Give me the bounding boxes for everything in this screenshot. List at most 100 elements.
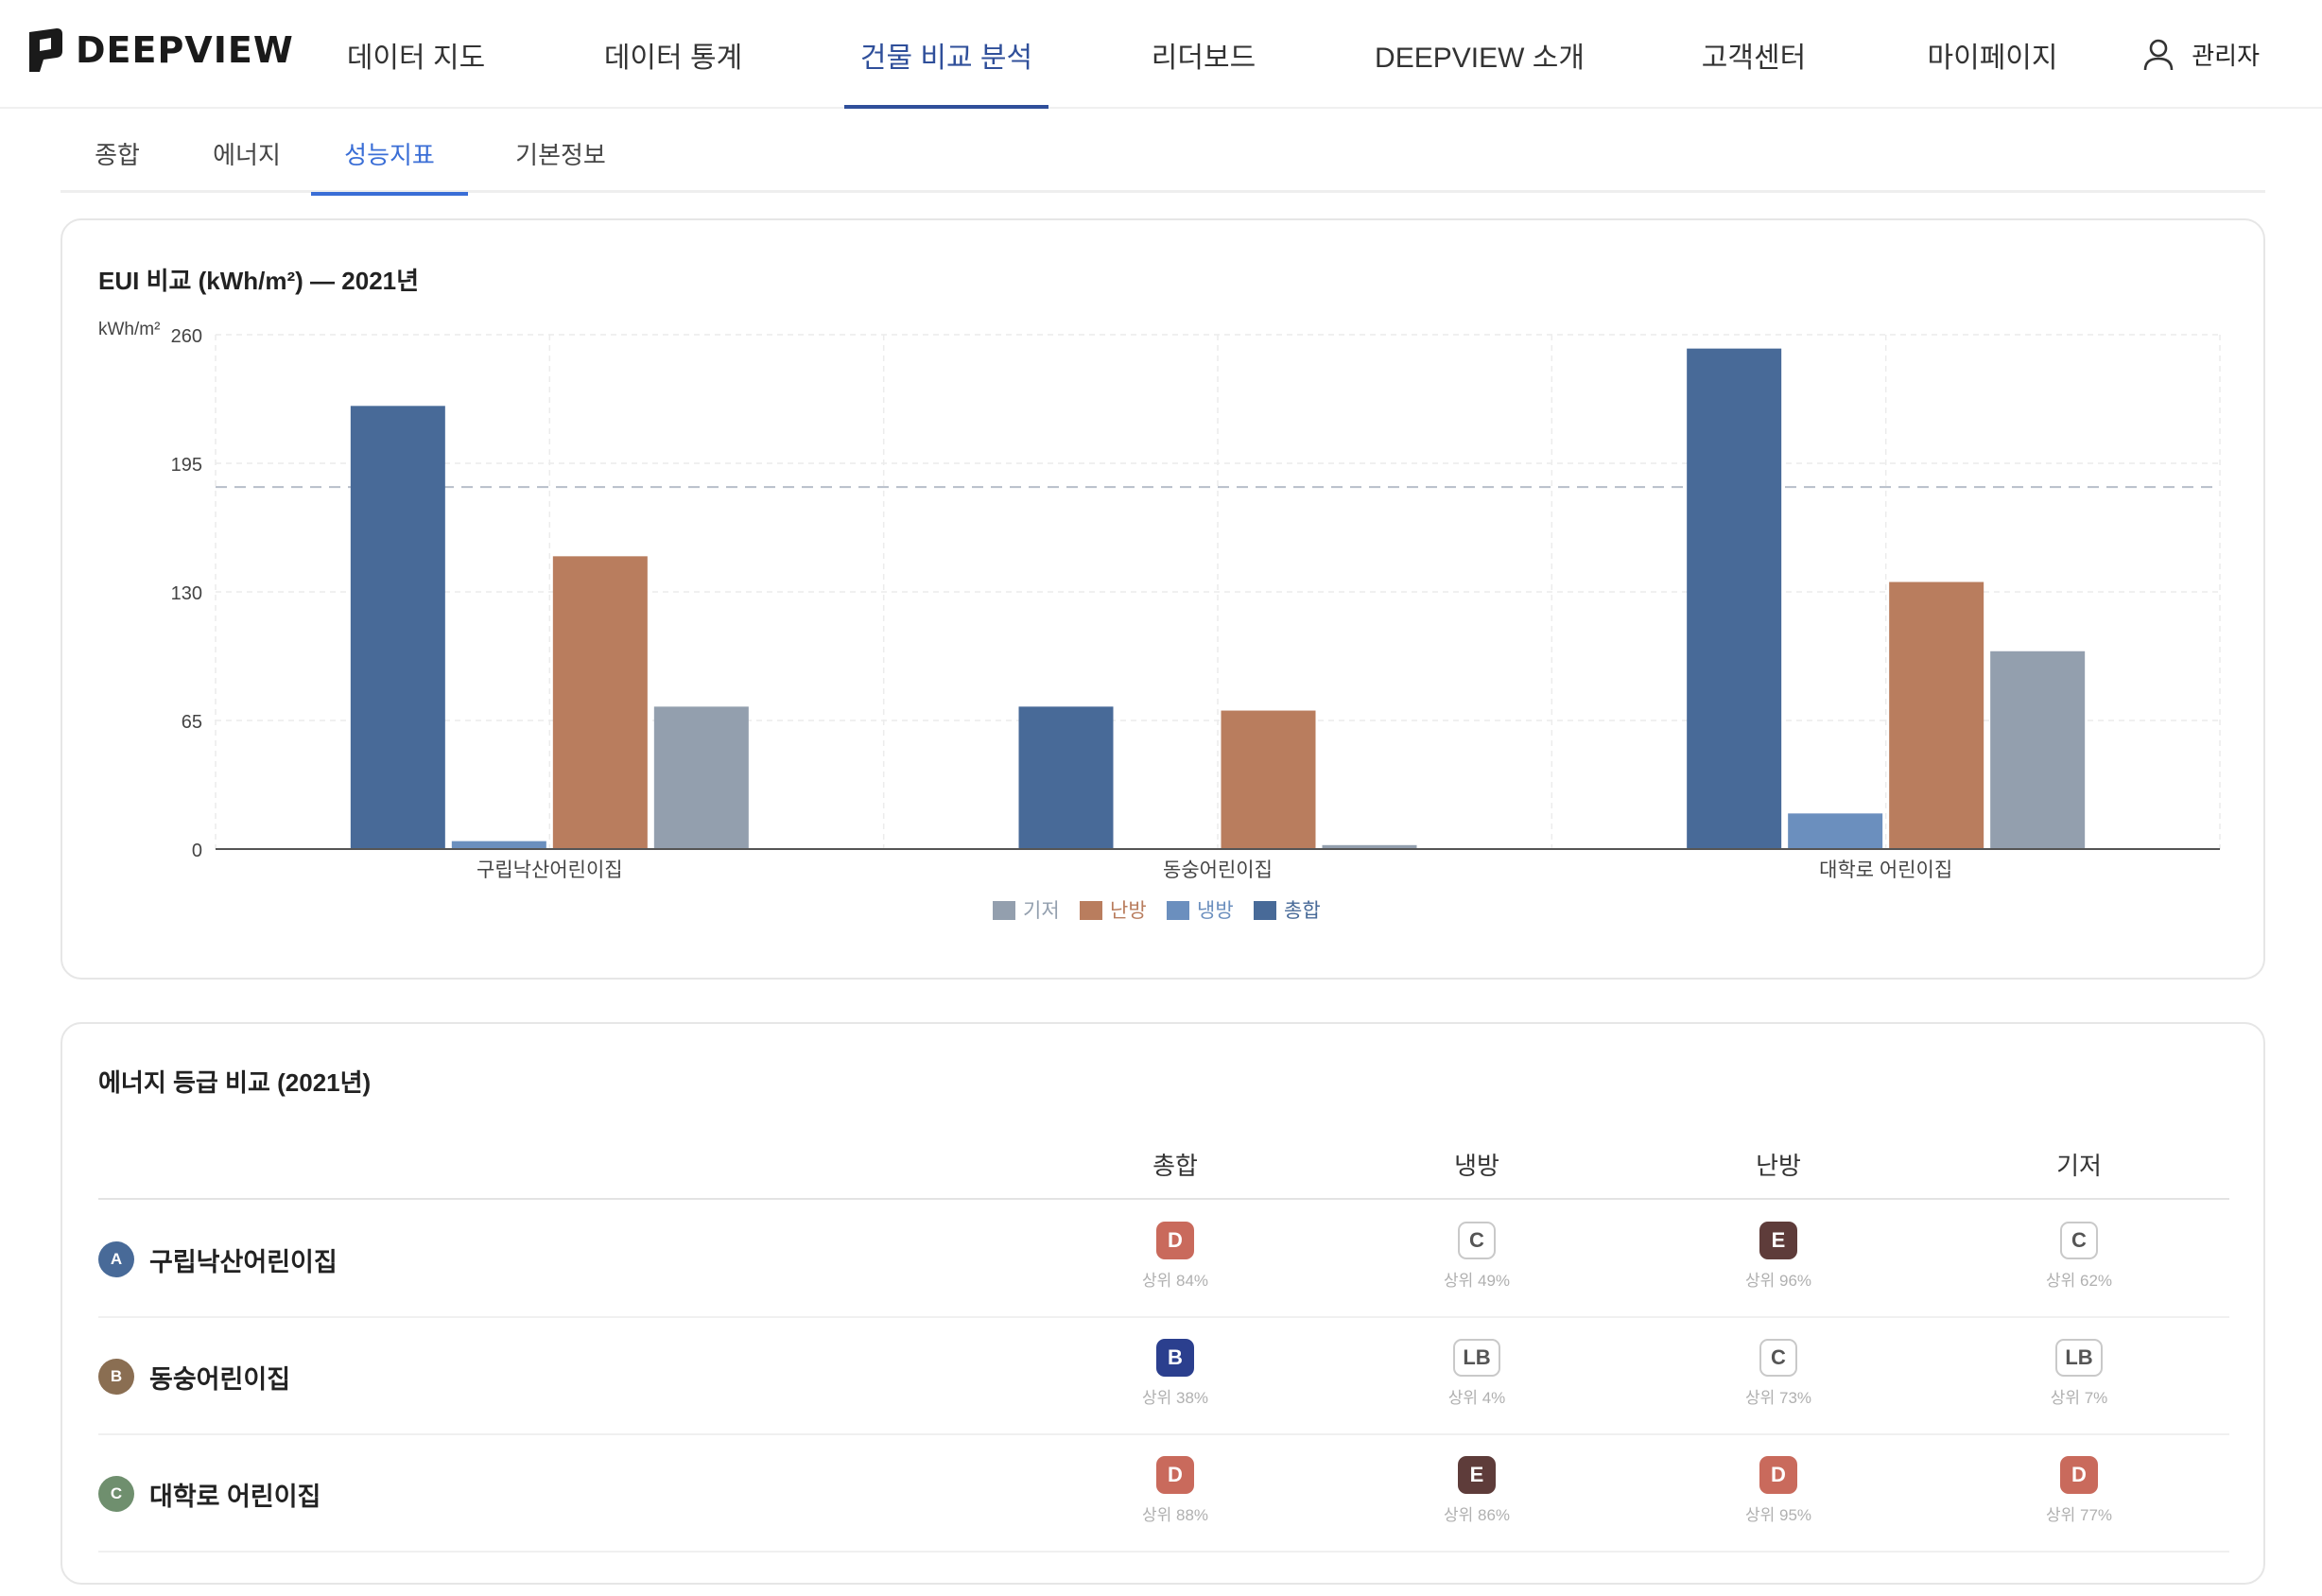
- grade-rank: 상위 4%: [1447, 1389, 1506, 1407]
- bar-2-3: [1990, 651, 2086, 849]
- col-total: 총합: [1152, 1151, 1198, 1180]
- grade-rank: 상위 62%: [2045, 1272, 2113, 1290]
- tab-energy[interactable]: 에너지: [213, 140, 281, 169]
- grade-rank: 상위 7%: [2050, 1389, 2108, 1407]
- bar-0-0: [350, 406, 445, 849]
- legend-label-0: 기저: [1023, 900, 1060, 922]
- building-name-cell: A 구립낙산어린이집: [98, 1201, 338, 1318]
- building-name: 대학로 어린이집: [149, 1482, 321, 1511]
- bar-1-2: [1221, 710, 1316, 849]
- nav-support[interactable]: 고객센터: [1701, 42, 1807, 74]
- nav-about[interactable]: DEEPVIEW 소개: [1375, 42, 1585, 74]
- col-base: 기저: [2056, 1151, 2102, 1180]
- y-tick-label: 195: [171, 455, 202, 476]
- y-tick-label: 130: [171, 583, 202, 604]
- grade-badge: D: [2060, 1456, 2098, 1494]
- grade-title: 에너지 등급 비교 (2021년): [98, 1068, 372, 1097]
- grade-badge: B: [1156, 1339, 1194, 1377]
- col-heating: 난방: [1756, 1151, 1801, 1180]
- nav-data-map[interactable]: 데이터 지도: [346, 42, 486, 74]
- user-menu[interactable]: 관리자: [2142, 0, 2260, 109]
- brand-name: DEEPVIEW: [76, 29, 294, 71]
- grade-rank: 상위 86%: [1443, 1506, 1511, 1524]
- grade-rank: 상위 49%: [1443, 1272, 1511, 1290]
- legend-swatch-1: [1080, 901, 1102, 920]
- building-marker: A: [98, 1241, 134, 1277]
- grade-badge: LB: [1453, 1339, 1500, 1377]
- nav-mypage[interactable]: 마이페이지: [1927, 42, 2058, 74]
- grade-rank: 상위 96%: [1744, 1272, 1812, 1290]
- grade-row: B 동숭어린이집 B 상위 38% LB 상위 4% C 상위 73% LB 상위 7%: [98, 1318, 2229, 1435]
- bar-0-3: [653, 706, 749, 849]
- energy-grade-card: 에너지 등급 비교 (2021년) 총합 냉방 난방 기저 A 구립낙산어린이집 D…: [61, 1022, 2265, 1585]
- grade-badge: D: [1759, 1456, 1797, 1494]
- nav-leaderboard[interactable]: 리더보드: [1151, 42, 1256, 74]
- tab-basic-info[interactable]: 기본정보: [515, 140, 606, 169]
- grade-rank: 상위 84%: [1141, 1272, 1209, 1290]
- grade-rank: 상위 88%: [1141, 1506, 1209, 1524]
- y-axis-label: kWh/m²: [98, 320, 160, 339]
- grade-cell: D 상위 77%: [1984, 1456, 2174, 1525]
- sub-tabs: 종합 에너지 성능지표 기본정보: [61, 113, 2265, 196]
- grade-badge: LB: [2055, 1339, 2103, 1377]
- grade-badge: E: [1759, 1222, 1797, 1259]
- bar-0-1: [451, 841, 546, 849]
- legend-swatch-0: [993, 901, 1015, 920]
- grade-rank: 상위 38%: [1141, 1389, 1209, 1407]
- grade-badge: E: [1458, 1456, 1496, 1494]
- bar-1-3: [1322, 844, 1417, 849]
- grade-cell: D 상위 95%: [1684, 1456, 1873, 1525]
- x-tick-label: 동숭어린이집: [1163, 859, 1273, 881]
- legend-label-3: 총합: [1284, 900, 1321, 922]
- grade-badge: C: [1759, 1339, 1797, 1377]
- grade-cell: LB 상위 4%: [1382, 1339, 1571, 1408]
- legend-label-1: 난방: [1110, 900, 1147, 922]
- eui-chart-card: EUI 비교 (kWh/m²) — 2021년 0 65 130 195 260 kWh/…: [61, 218, 2265, 980]
- legend-swatch-2: [1167, 901, 1189, 920]
- building-marker: B: [98, 1359, 134, 1395]
- grade-cell: C 상위 49%: [1382, 1222, 1571, 1291]
- bar-1-0: [1018, 706, 1114, 849]
- grade-cell: B 상위 38%: [1081, 1339, 1270, 1408]
- grade-cell: D 상위 88%: [1081, 1456, 1270, 1525]
- eui-bar-chart: 0 65 130 195 260 kWh/m² 구립낙산어린이집 동숭어린이집 대학로 어린이집…: [98, 320, 2221, 922]
- grade-badge: C: [1458, 1222, 1496, 1259]
- deepview-logo-icon: [29, 28, 62, 72]
- grade-row: A 구립낙산어린이집 D 상위 84% C 상위 49% E 상위 96% C 상위 62%: [98, 1201, 2229, 1318]
- bar-2-2: [1889, 581, 1984, 849]
- building-name: 구립낙산어린이집: [149, 1247, 338, 1276]
- y-tick-label: 0: [192, 841, 202, 861]
- nav-data-stats[interactable]: 데이터 통계: [603, 42, 743, 74]
- tab-overview[interactable]: 종합: [95, 140, 140, 169]
- x-tick-label: 구립낙산어린이집: [477, 859, 623, 881]
- grade-rank: 상위 73%: [1744, 1389, 1812, 1407]
- grade-cell: E 상위 96%: [1684, 1222, 1873, 1291]
- building-name-cell: C 대학로 어린이집: [98, 1435, 321, 1553]
- legend-label-2: 냉방: [1197, 900, 1234, 922]
- grade-row: C 대학로 어린이집 D 상위 88% E 상위 86% D 상위 95% D 상위 77%: [98, 1435, 2229, 1553]
- grade-cell: D 상위 84%: [1081, 1222, 1270, 1291]
- tab-performance[interactable]: 성능지표: [311, 113, 468, 196]
- grade-badge: C: [2060, 1222, 2098, 1259]
- grade-badge: D: [1156, 1456, 1194, 1494]
- brand-logo[interactable]: DEEPVIEW: [26, 26, 294, 74]
- legend-swatch-3: [1254, 901, 1276, 920]
- grade-cell: E 상위 86%: [1382, 1456, 1571, 1525]
- x-tick-label: 대학로 어린이집: [1819, 859, 1952, 881]
- bar-0-2: [552, 556, 648, 849]
- grade-cell: C 상위 62%: [1984, 1222, 2174, 1291]
- col-cooling: 냉방: [1454, 1151, 1499, 1180]
- user-icon: [2143, 39, 2174, 70]
- building-name-cell: B 동숭어린이집: [98, 1318, 290, 1435]
- bar-2-0: [1687, 348, 1782, 850]
- nav-building-compare[interactable]: 건물 비교 분석: [844, 0, 1048, 109]
- grade-badge: D: [1156, 1222, 1194, 1259]
- y-tick-label: 260: [171, 326, 202, 347]
- y-tick-label: 65: [182, 712, 202, 733]
- bar-2-1: [1788, 813, 1883, 849]
- grade-rank: 상위 95%: [1744, 1506, 1812, 1524]
- grade-cell: C 상위 73%: [1684, 1339, 1873, 1408]
- building-marker: C: [98, 1476, 134, 1512]
- grade-table-header: 총합 냉방 난방 기저: [98, 1128, 2229, 1200]
- grade-cell: LB 상위 7%: [1984, 1339, 2174, 1408]
